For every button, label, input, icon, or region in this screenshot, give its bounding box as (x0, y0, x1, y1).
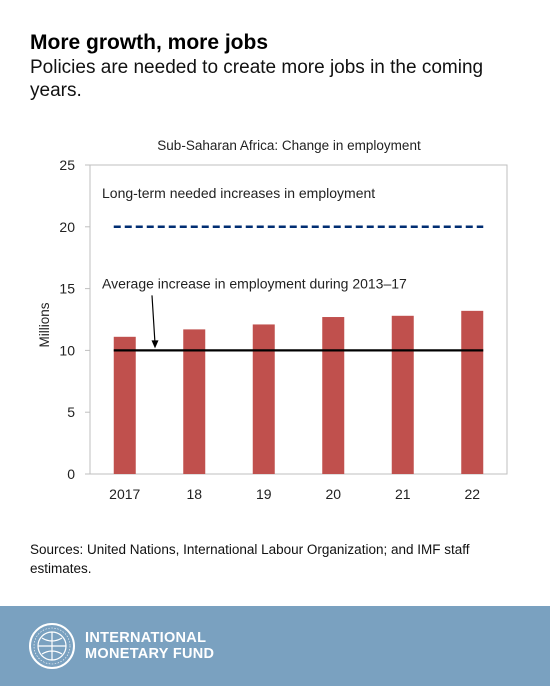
y-tick-label: 25 (59, 157, 75, 173)
bar (252, 324, 275, 474)
x-tick-label: 2017 (109, 486, 140, 502)
sources-note: Sources: United Nations, International L… (30, 542, 470, 576)
bar (322, 317, 345, 474)
x-tick-label: 22 (464, 486, 480, 502)
annotation-arrow-head (151, 340, 159, 349)
bar (391, 315, 414, 474)
y-tick-label: 15 (59, 281, 75, 297)
average-increase-label: Average increase in employment during 20… (102, 275, 407, 291)
employment-chart: Sub-Saharan Africa: Change in employment… (37, 138, 508, 502)
y-tick-label: 10 (59, 342, 75, 358)
page-subtitle: Policies are needed to create more jobs … (30, 57, 484, 101)
org-name-line2: MONETARY FUND (85, 646, 215, 662)
y-tick-label: 0 (67, 466, 75, 482)
plot-area: 0 5 10 15 20 25 2017 18 19 20 21 22 Long-term needed… (59, 157, 484, 502)
footer-bar: INTERNATIONAL MONETARY FUND (0, 606, 550, 686)
imf-seal-logo (29, 623, 75, 669)
x-tick-label: 20 (325, 486, 341, 502)
org-name-line1: INTERNATIONAL (85, 630, 207, 646)
bar (461, 310, 484, 474)
plot-area-frame (89, 164, 508, 475)
header: More growth, more jobs Policies are need… (30, 30, 530, 102)
bar (183, 329, 206, 474)
y-tick-label: 20 (59, 219, 75, 235)
x-tick-label: 21 (395, 486, 411, 502)
y-axis-label: Millions (37, 302, 52, 347)
x-tick-label: 18 (186, 486, 202, 502)
needed-increase-label: Long-term needed increases in employment (102, 185, 375, 201)
bar (113, 336, 136, 474)
org-name: INTERNATIONAL MONETARY FUND (85, 630, 214, 662)
annotation-arrow-line (151, 295, 156, 344)
y-tick-label: 5 (67, 404, 75, 420)
chart-title: Sub-Saharan Africa: Change in employment (157, 138, 421, 153)
x-tick-label: 19 (256, 486, 272, 502)
page-title: More growth, more jobs (30, 31, 269, 54)
